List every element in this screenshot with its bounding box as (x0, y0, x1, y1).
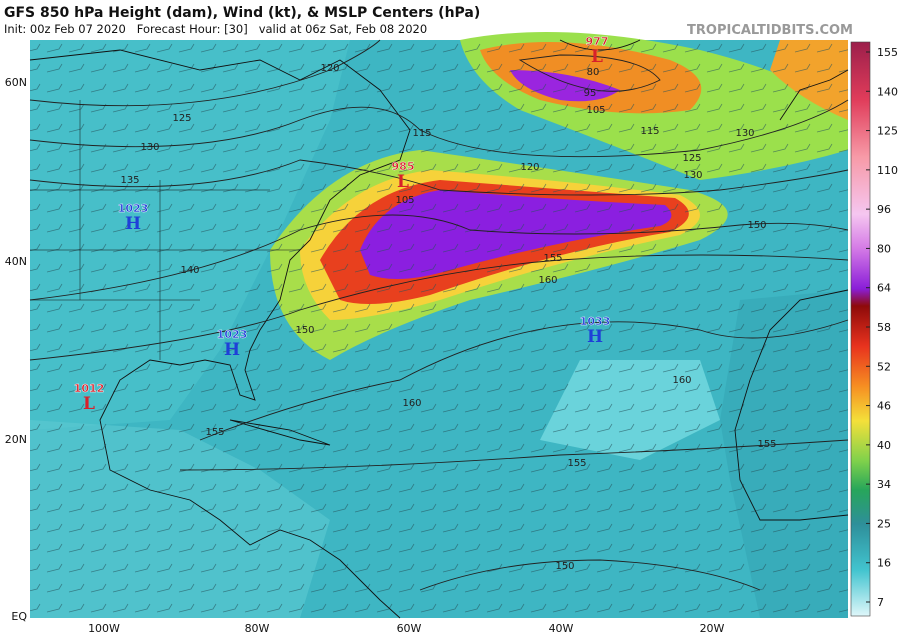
colorbar-label: 80 (877, 242, 891, 255)
contour-label: 130 (735, 128, 754, 139)
colorbar-label: 25 (877, 517, 891, 530)
center-symbol: L (397, 172, 409, 192)
center-symbol: H (224, 340, 240, 360)
contour-label: 115 (412, 128, 431, 139)
colorbar-label: 110 (877, 164, 898, 177)
contour-label: 120 (520, 162, 539, 173)
center-symbol: H (125, 214, 141, 234)
contour-label: 115 (640, 126, 659, 137)
contour-label: 155 (205, 427, 224, 438)
contour-label: 130 (140, 142, 159, 153)
colorbar-label: 140 (877, 85, 898, 98)
colorbar (850, 41, 871, 617)
center-pressure: 1033 (580, 315, 611, 328)
contour-label: 160 (672, 375, 691, 386)
contour-label: 155 (567, 458, 586, 469)
contour-label: 80 (587, 67, 600, 78)
coastlines (29, 39, 849, 619)
lon-label: 40W (549, 622, 574, 635)
colorbar-label: 7 (877, 596, 884, 609)
credit: TROPICALTIDBITS.COM (687, 23, 853, 38)
height-contours (29, 39, 849, 591)
colorbar-label: 58 (877, 321, 891, 334)
colorbar-label: 64 (877, 282, 891, 295)
center-symbol: L (591, 47, 603, 67)
lon-label: 80W (245, 622, 270, 635)
contour-label: 125 (682, 153, 701, 164)
colorbar-label: 16 (877, 557, 891, 570)
center-symbol: L (83, 394, 95, 414)
contour-label: 160 (402, 398, 421, 409)
contour-label: 125 (172, 113, 191, 124)
colorbar-label: 34 (877, 478, 891, 491)
lat-label: 60N (5, 76, 27, 89)
contour-label: 160 (538, 275, 557, 286)
lon-label: 60W (397, 622, 422, 635)
title: GFS 850 hPa Height (dam), Wind (kt), & M… (4, 5, 480, 21)
contour-label: 150 (747, 220, 766, 231)
contour-label: 135 (120, 175, 139, 186)
lat-label: EQ (11, 610, 27, 623)
center-pressure: 1012 (74, 382, 105, 395)
contour-label: 105 (586, 105, 605, 116)
wind-barbs (30, 40, 848, 618)
contour-label: 155 (543, 253, 562, 264)
contour-label: 120 (320, 63, 339, 74)
labels: 60N 40N 20N EQ 100W 80W 60W 40W 20W 155 140 125 110 9… (5, 35, 898, 635)
center-pressure: 1023 (217, 328, 248, 341)
contour-label: 140 (180, 265, 199, 276)
colorbar-label: 96 (877, 203, 891, 216)
colorbar-label: 125 (877, 125, 898, 138)
contour-label: 105 (395, 195, 414, 206)
lat-label: 40N (5, 255, 27, 268)
lat-label: 20N (5, 433, 27, 446)
subtitle: Init: 00z Feb 07 2020 Forecast Hour: [30… (4, 22, 427, 36)
center-pressure: 1023 (118, 202, 149, 215)
colorbar-label: 155 (877, 46, 898, 59)
contour-label: 95 (584, 88, 597, 99)
contour-label: 150 (295, 325, 314, 336)
colorbar-label: 52 (877, 360, 891, 373)
contour-label: 150 (555, 561, 574, 572)
colorbar-label: 46 (877, 400, 891, 413)
contour-label: 130 (683, 170, 702, 181)
lon-label: 20W (700, 622, 725, 635)
center-pressure: 985 (392, 160, 415, 173)
colorbar-label: 40 (877, 439, 891, 452)
center-pressure: 977 (586, 35, 609, 48)
contour-label: 155 (757, 439, 776, 450)
lon-label: 100W (88, 622, 120, 635)
center-symbol: H (587, 327, 603, 347)
